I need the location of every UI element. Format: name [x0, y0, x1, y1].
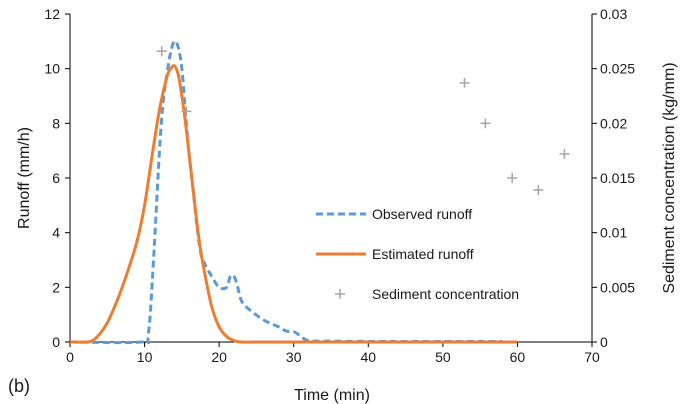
- sediment-point: [459, 77, 470, 88]
- y2-axis-title: Sediment concentration (kg/mm): [661, 62, 678, 293]
- plot-series: [69, 39, 570, 345]
- x-tick-label: 60: [510, 349, 526, 365]
- legend-swatch-sediment-concentration: [335, 289, 345, 299]
- sediment-point: [533, 185, 544, 196]
- y2-tick-label: 0.025: [600, 61, 635, 77]
- legend-label-observed-runoff: Observed runoff: [372, 206, 472, 222]
- x-tick-label: 50: [435, 349, 451, 365]
- sediment-point: [181, 106, 192, 117]
- legend: Observed runoff Estimated runoff Sedimen…: [316, 206, 519, 302]
- y-tick-label: 4: [52, 225, 60, 241]
- sediment-point: [559, 148, 570, 159]
- x-tick-label: 10: [137, 349, 153, 365]
- x-axis-title: Time (min): [294, 387, 370, 404]
- sediment-point: [507, 173, 518, 183]
- y-axis-title: Runoff (mm/h): [16, 127, 33, 229]
- y2-tick-label: 0.03: [600, 6, 627, 22]
- legend-label-estimated-runoff: Estimated runoff: [372, 246, 474, 262]
- sediment-point: [480, 118, 491, 129]
- y-tick-label: 6: [52, 170, 60, 186]
- y-tick-label: 8: [52, 115, 60, 131]
- x-tick-label: 30: [286, 349, 302, 365]
- y2-tick-label: 0: [600, 334, 608, 350]
- y2-tick-label: 0.015: [600, 170, 635, 186]
- panel-label: (b): [8, 376, 30, 396]
- y2-tick-label: 0.02: [600, 115, 627, 131]
- y2-tick-label: 0.005: [600, 279, 635, 295]
- y-tick-label: 10: [44, 61, 60, 77]
- y2-tick-label: 0.01: [600, 225, 627, 241]
- sediment-point: [156, 46, 167, 57]
- x-tick-label: 0: [66, 349, 74, 365]
- x-tick-label: 40: [360, 349, 376, 365]
- y-tick-label: 0: [52, 334, 60, 350]
- legend-label-sediment-concentration: Sediment concentration: [372, 286, 519, 302]
- y-tick-label: 12: [44, 6, 60, 22]
- x-tick-label: 20: [211, 349, 227, 365]
- x-tick-label: 70: [584, 349, 600, 365]
- estimated-runoff-line: [69, 64, 518, 344]
- axes: 0 10 20 30 40 50 60 7002468101200.0050.010.0150…: [44, 6, 635, 365]
- y-tick-label: 2: [52, 279, 60, 295]
